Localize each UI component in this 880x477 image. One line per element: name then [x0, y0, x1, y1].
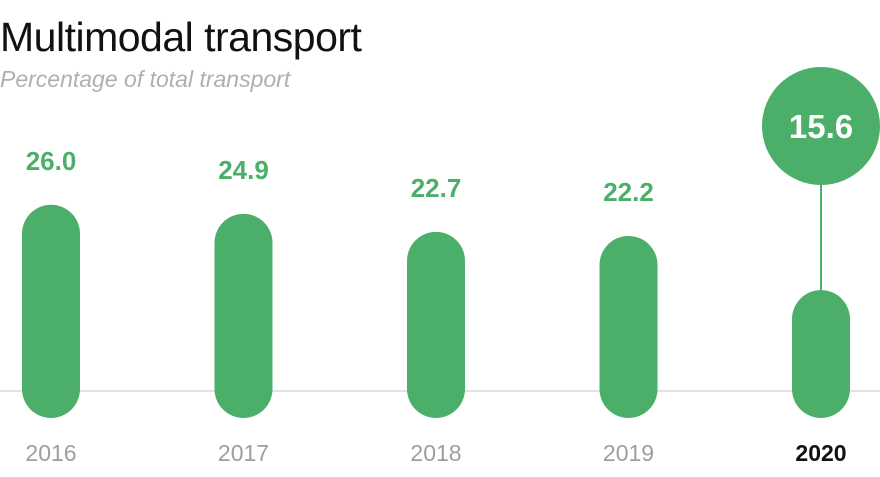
value-label-2018: 22.7 — [411, 173, 462, 203]
category-label-2019: 2019 — [603, 440, 654, 466]
bar-2018 — [407, 231, 465, 418]
value-label-2016: 26.0 — [26, 146, 77, 176]
category-label-2016: 2016 — [25, 440, 76, 466]
chart-title: Multimodal transport — [0, 14, 362, 60]
chart-subtitle: Percentage of total transport — [0, 66, 291, 92]
category-label-2020: 2020 — [795, 440, 846, 466]
category-label-2018: 2018 — [410, 440, 461, 466]
bar-2016 — [22, 204, 80, 418]
bar-2017 — [214, 213, 273, 418]
category-label-2017: 2017 — [218, 440, 269, 466]
value-label-2017: 24.9 — [218, 155, 269, 185]
bar-2019 — [599, 235, 658, 418]
value-label-2019: 22.2 — [603, 177, 654, 207]
value-bubble-2020 — [762, 67, 880, 185]
bar-2020 — [792, 290, 850, 418]
value-label-2020: 15.6 — [789, 108, 853, 145]
